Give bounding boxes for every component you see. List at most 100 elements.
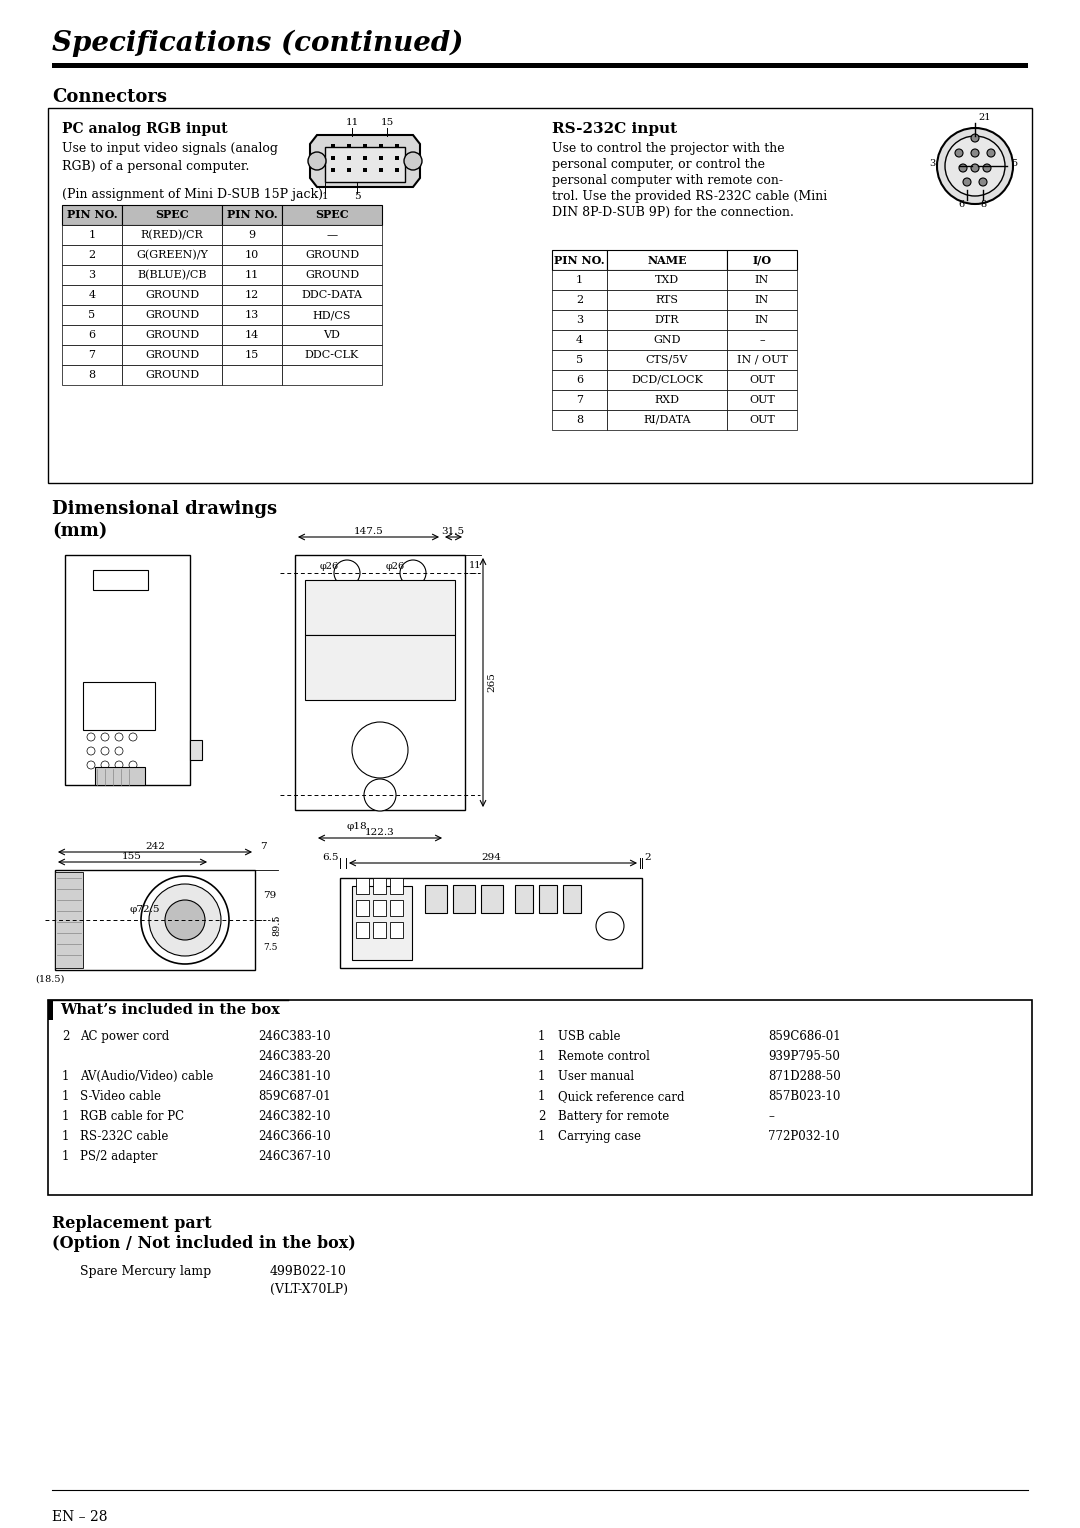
Text: GROUND: GROUND bbox=[305, 251, 359, 260]
Bar bbox=[62, 225, 122, 244]
Text: 79: 79 bbox=[264, 891, 276, 900]
Bar bbox=[552, 251, 607, 270]
Bar bbox=[282, 286, 382, 306]
Circle shape bbox=[945, 136, 1005, 196]
Text: VD: VD bbox=[324, 330, 340, 341]
Circle shape bbox=[987, 150, 995, 157]
Bar bbox=[282, 205, 382, 225]
Text: 8: 8 bbox=[980, 200, 986, 209]
Text: GROUND: GROUND bbox=[145, 310, 199, 319]
Text: 31.5: 31.5 bbox=[442, 527, 464, 536]
Text: 499B022-10: 499B022-10 bbox=[270, 1265, 347, 1277]
Bar bbox=[122, 345, 222, 365]
Text: RXD: RXD bbox=[654, 396, 679, 405]
Circle shape bbox=[141, 876, 229, 964]
Bar bbox=[62, 365, 122, 385]
Text: DIN 8P-D-SUB 9P) for the connection.: DIN 8P-D-SUB 9P) for the connection. bbox=[552, 206, 794, 219]
Text: (Pin assignment of Mini D-SUB 15P jack): (Pin assignment of Mini D-SUB 15P jack) bbox=[62, 188, 323, 202]
Text: 7: 7 bbox=[260, 842, 267, 851]
Text: 11: 11 bbox=[469, 561, 482, 570]
Bar bbox=[552, 370, 607, 390]
Text: IN / OUT: IN / OUT bbox=[737, 354, 787, 365]
Text: EN – 28: EN – 28 bbox=[52, 1510, 108, 1523]
Text: 3: 3 bbox=[929, 159, 935, 168]
Text: 1: 1 bbox=[538, 1030, 545, 1044]
Circle shape bbox=[971, 150, 978, 157]
Text: GROUND: GROUND bbox=[305, 270, 359, 280]
Text: (VLT-X70LP): (VLT-X70LP) bbox=[270, 1284, 348, 1296]
Text: DDC-CLK: DDC-CLK bbox=[305, 350, 360, 361]
Bar bbox=[122, 264, 222, 286]
Bar bbox=[95, 767, 145, 785]
Bar bbox=[62, 244, 122, 264]
Text: 14: 14 bbox=[245, 330, 259, 341]
Bar bbox=[222, 286, 282, 306]
Text: 8: 8 bbox=[576, 416, 583, 425]
Text: Use to control the projector with the: Use to control the projector with the bbox=[552, 142, 785, 154]
Bar bbox=[390, 879, 403, 894]
Bar bbox=[222, 345, 282, 365]
Bar bbox=[607, 330, 727, 350]
Text: PC analog RGB input: PC analog RGB input bbox=[62, 122, 228, 136]
Text: DDC-DATA: DDC-DATA bbox=[301, 290, 363, 299]
Text: PIN NO.: PIN NO. bbox=[227, 209, 278, 220]
Text: 1: 1 bbox=[62, 1151, 69, 1163]
Text: 2: 2 bbox=[538, 1109, 545, 1123]
Circle shape bbox=[983, 163, 991, 173]
Bar bbox=[727, 330, 797, 350]
Text: 12: 12 bbox=[245, 290, 259, 299]
Circle shape bbox=[978, 177, 987, 186]
Bar bbox=[515, 885, 534, 914]
Text: 1: 1 bbox=[576, 275, 583, 286]
Bar bbox=[122, 306, 222, 325]
Bar bbox=[607, 310, 727, 330]
Bar bbox=[552, 270, 607, 290]
Circle shape bbox=[149, 885, 221, 957]
Text: 1: 1 bbox=[62, 1131, 69, 1143]
Text: 3: 3 bbox=[576, 315, 583, 325]
Bar bbox=[727, 270, 797, 290]
Text: 1: 1 bbox=[62, 1109, 69, 1123]
Text: 246C383-10: 246C383-10 bbox=[258, 1030, 330, 1044]
Circle shape bbox=[971, 163, 978, 173]
Text: OUT: OUT bbox=[750, 374, 774, 385]
Circle shape bbox=[102, 733, 109, 741]
Text: CTS/5V: CTS/5V bbox=[646, 354, 688, 365]
Text: OUT: OUT bbox=[750, 416, 774, 425]
Text: I/O: I/O bbox=[753, 255, 771, 266]
Bar bbox=[222, 244, 282, 264]
Text: 2: 2 bbox=[62, 1030, 69, 1044]
Bar bbox=[48, 999, 53, 1021]
Text: 5: 5 bbox=[1011, 159, 1017, 168]
Text: 3: 3 bbox=[89, 270, 95, 280]
Circle shape bbox=[364, 779, 396, 811]
Bar bbox=[62, 286, 122, 306]
Bar bbox=[481, 885, 503, 914]
Bar bbox=[390, 900, 403, 915]
Text: Connectors: Connectors bbox=[52, 89, 167, 105]
Text: PIN NO.: PIN NO. bbox=[67, 209, 118, 220]
Bar bbox=[552, 410, 607, 429]
Bar bbox=[55, 869, 255, 970]
Text: SPEC: SPEC bbox=[156, 209, 189, 220]
Bar bbox=[62, 205, 122, 225]
Text: S-Video cable: S-Video cable bbox=[80, 1089, 161, 1103]
Bar bbox=[552, 350, 607, 370]
Bar bbox=[727, 390, 797, 410]
Text: 1: 1 bbox=[62, 1070, 69, 1083]
Bar bbox=[122, 225, 222, 244]
Bar bbox=[222, 325, 282, 345]
Bar bbox=[62, 264, 122, 286]
Text: 4: 4 bbox=[89, 290, 95, 299]
Circle shape bbox=[87, 761, 95, 769]
Text: 7: 7 bbox=[576, 396, 583, 405]
Bar bbox=[122, 244, 222, 264]
Text: Remote control: Remote control bbox=[558, 1050, 650, 1063]
Bar bbox=[552, 390, 607, 410]
Text: 4: 4 bbox=[576, 335, 583, 345]
Text: 859C686-01: 859C686-01 bbox=[768, 1030, 840, 1044]
Text: G(GREEN)/Y: G(GREEN)/Y bbox=[136, 251, 208, 260]
Bar bbox=[55, 872, 83, 969]
Text: User manual: User manual bbox=[558, 1070, 634, 1083]
Bar bbox=[282, 325, 382, 345]
